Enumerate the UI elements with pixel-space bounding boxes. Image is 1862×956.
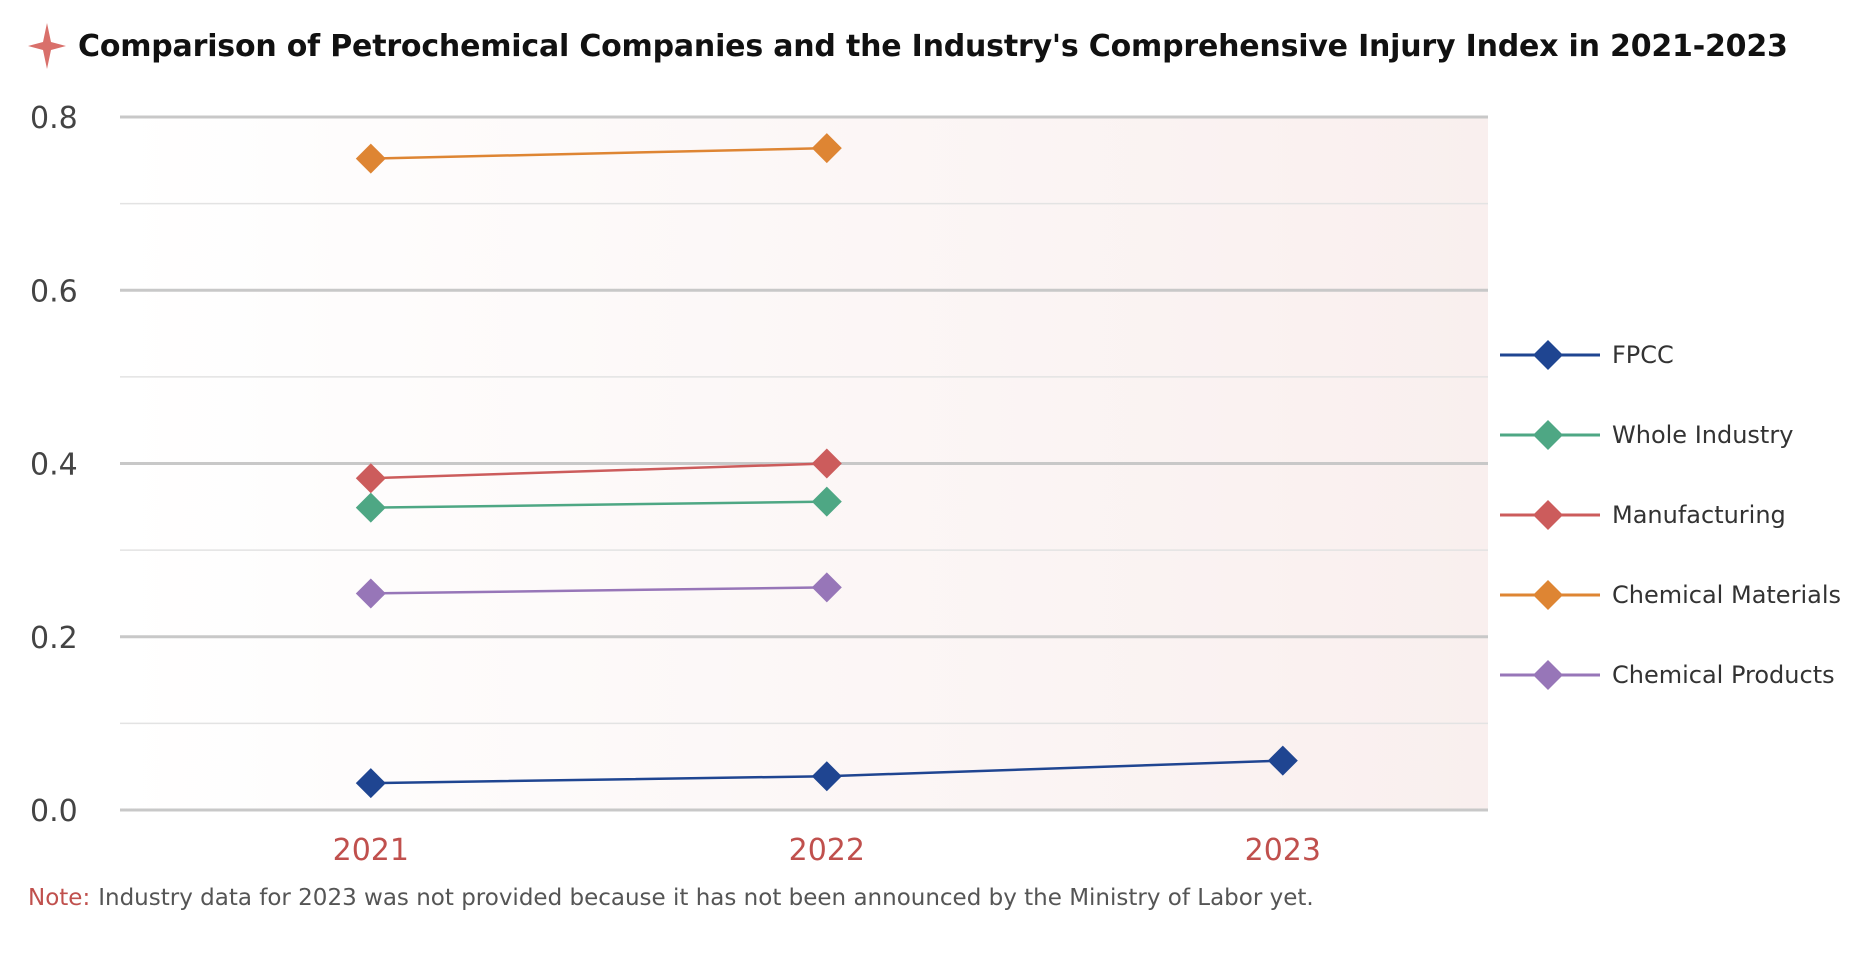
data-point (355, 492, 386, 523)
series-whole-industry (355, 486, 842, 523)
legend-label: Chemical Materials (1612, 581, 1841, 609)
x-tick-label: 2021 (333, 833, 409, 868)
footnote: Note: Industry data for 2023 was not prov… (28, 885, 1314, 911)
series-manufacturing (355, 448, 842, 494)
x-tick-label: 2023 (1245, 833, 1321, 868)
y-tick-label: 0.8 (30, 101, 78, 136)
series-line (370, 586, 827, 595)
legend-swatch (1500, 500, 1600, 530)
legend-item: Chemical Products (1500, 635, 1841, 715)
chart-title: Comparison of Petrochemical Companies an… (78, 28, 1788, 64)
title-row: Comparison of Petrochemical Companies an… (28, 18, 1788, 74)
data-point (355, 578, 386, 609)
gridlines (120, 115, 1488, 812)
legend-item: Manufacturing (1500, 475, 1841, 555)
legend-label: Whole Industry (1612, 421, 1794, 449)
series-chemical-products (355, 572, 842, 609)
series-group (355, 133, 1298, 799)
data-point (811, 761, 842, 792)
x-axis-ticks: 2021 2022 2023 (333, 833, 1321, 868)
data-point (1267, 745, 1298, 776)
series-line (370, 462, 827, 480)
legend-marker (1533, 340, 1563, 370)
legend-marker (1533, 660, 1563, 690)
y-tick-label: 0.6 (30, 274, 78, 309)
legend-marker (1533, 580, 1563, 610)
legend-label: Manufacturing (1612, 501, 1786, 529)
series-line (370, 500, 827, 509)
legend-swatch (1500, 660, 1600, 690)
y-axis-ticks: 0.0 0.2 0.4 0.6 0.8 (30, 101, 78, 829)
legend-item: Whole Industry (1500, 395, 1841, 475)
legend-swatch (1500, 340, 1600, 370)
legend-swatch (1500, 420, 1600, 450)
note-text: Industry data for 2023 was not provided … (98, 885, 1314, 911)
data-point (355, 143, 386, 174)
x-tick-label: 2022 (789, 833, 865, 868)
series-line (370, 146, 827, 160)
y-tick-label: 0.4 (30, 448, 78, 483)
legend-label: FPCC (1612, 341, 1674, 369)
sparkle-star-icon (28, 23, 66, 69)
series-chemical-materials (355, 133, 842, 174)
legend-item: FPCC (1500, 315, 1841, 395)
data-point (355, 768, 386, 799)
legend-marker (1533, 500, 1563, 530)
data-point (811, 133, 842, 164)
data-point (811, 486, 842, 517)
legend-item: Chemical Materials (1500, 555, 1841, 635)
legend-marker (1533, 420, 1563, 450)
y-tick-label: 0.2 (30, 621, 78, 656)
note-label: Note: (28, 885, 91, 911)
legend: FPCC Whole Industry Manufacturing Chemical … (1500, 315, 1841, 715)
data-point (355, 463, 386, 494)
series-fpcc (355, 745, 1298, 799)
legend-swatch (1500, 580, 1600, 610)
data-point (811, 448, 842, 479)
legend-label: Chemical Products (1612, 661, 1835, 689)
y-tick-label: 0.0 (30, 794, 78, 829)
data-point (811, 572, 842, 603)
